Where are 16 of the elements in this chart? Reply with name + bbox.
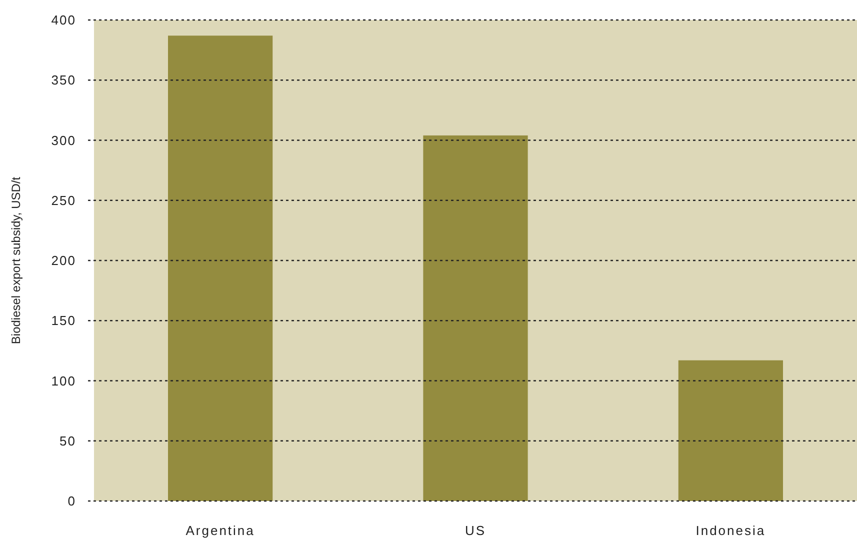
y-tick-label: 100 — [51, 373, 76, 388]
y-tick-label: 0 — [68, 494, 76, 509]
bar — [423, 135, 528, 501]
y-tick-label: 150 — [51, 313, 76, 328]
y-tick-label: 50 — [60, 433, 76, 448]
bar — [678, 360, 783, 501]
y-tick-label: 250 — [51, 192, 76, 208]
y-tick-label: 200 — [51, 253, 76, 268]
x-tick-label: US — [464, 523, 486, 538]
y-tick-label: 400 — [51, 12, 76, 28]
y-tick-label: 300 — [51, 132, 76, 148]
x-tick-label: Argentina — [186, 523, 255, 538]
bar — [168, 36, 273, 501]
y-tick-label: 350 — [51, 72, 76, 88]
y-axis-title: Biodiesel export subsidy, USD/t — [9, 176, 23, 344]
x-tick-label: Indonesia — [696, 523, 766, 538]
